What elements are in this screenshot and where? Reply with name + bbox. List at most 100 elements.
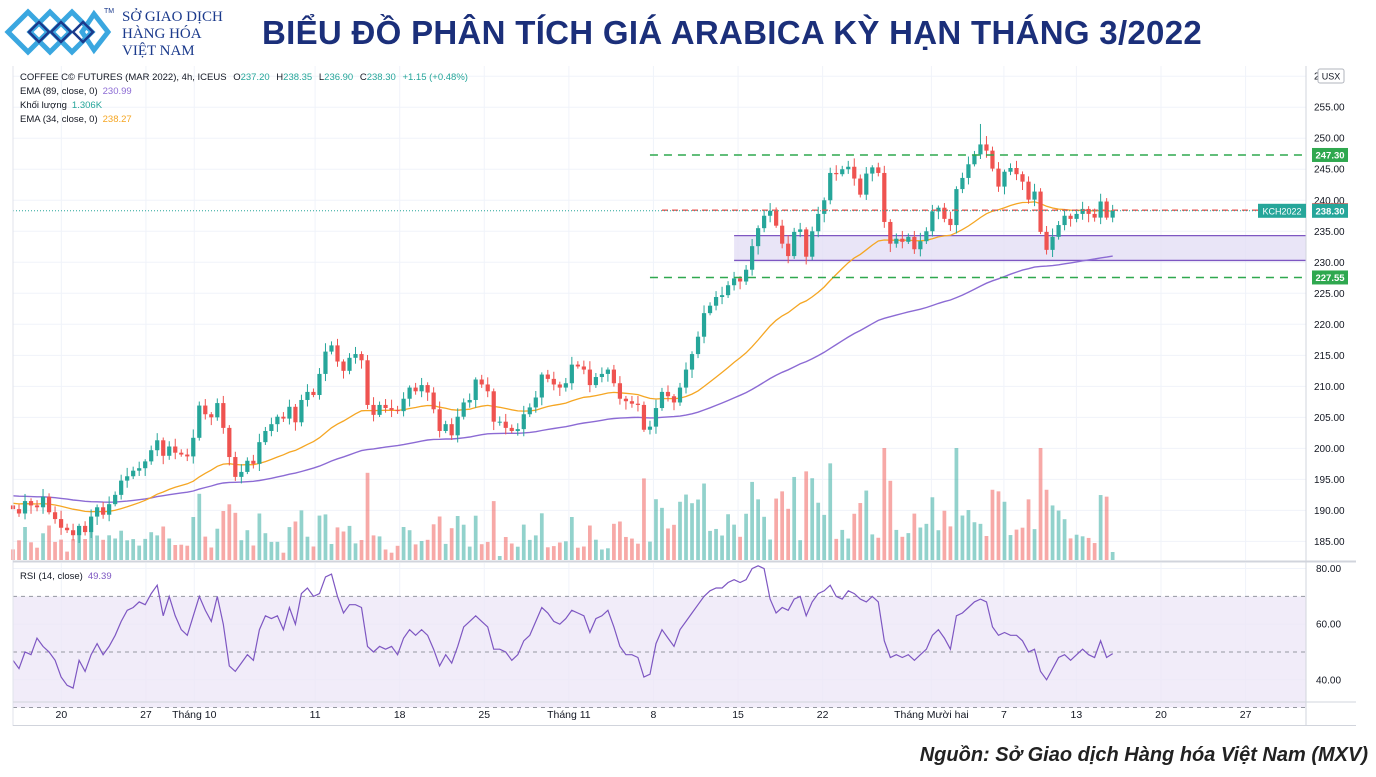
volume-bar bbox=[467, 546, 472, 560]
time-tick-label: 8 bbox=[651, 709, 657, 721]
candle-body bbox=[834, 172, 839, 175]
volume-bar bbox=[503, 537, 508, 560]
volume-bar bbox=[702, 483, 706, 560]
candle-body bbox=[377, 404, 382, 415]
candle-body bbox=[984, 144, 989, 151]
candle-body bbox=[1056, 225, 1061, 237]
logo-text-line-1: SỞ GIAO DỊCH bbox=[122, 9, 223, 25]
price-tick-label: 225.00 bbox=[1314, 289, 1345, 300]
price-tick-label: 245.00 bbox=[1314, 165, 1345, 176]
candle-body bbox=[978, 144, 983, 155]
candle-body bbox=[1026, 181, 1031, 200]
volume-bar bbox=[888, 480, 893, 560]
candle-body bbox=[647, 426, 653, 430]
candle-body bbox=[365, 360, 370, 405]
candle-body bbox=[593, 377, 598, 386]
volume-bar bbox=[882, 448, 887, 560]
legend-rsi-label: RSI (14, close) bbox=[20, 571, 83, 582]
volume-bar bbox=[630, 538, 634, 560]
volume-bar bbox=[107, 535, 112, 560]
legend-symbol: COFFEE C© FUTURES (MAR 2022), 4h, ICEUS bbox=[20, 72, 227, 83]
price-tick-label: 205.00 bbox=[1314, 413, 1345, 424]
price-tick-label: 210.00 bbox=[1314, 382, 1345, 393]
volume-bar bbox=[47, 525, 51, 560]
volume-bar bbox=[774, 498, 779, 560]
volume-bar bbox=[461, 524, 466, 560]
volume-bar bbox=[413, 544, 418, 560]
volume-bar bbox=[563, 541, 568, 560]
page-title: BIỂU ĐỒ PHÂN TÍCH GIÁ ARABICA KỲ HẠN THÁ… bbox=[262, 14, 1203, 51]
legend-close-value: 238.30 bbox=[367, 72, 396, 83]
candle-body bbox=[269, 424, 274, 431]
volume-bar bbox=[996, 491, 1001, 560]
price-tick-label: 200.00 bbox=[1314, 444, 1345, 455]
candle-body bbox=[912, 236, 917, 250]
candle-body bbox=[846, 166, 851, 170]
volume-bars bbox=[11, 448, 1115, 560]
candle-body bbox=[491, 391, 496, 422]
candle-body bbox=[1062, 215, 1067, 226]
logo-text-line-3: VIỆT NAM bbox=[122, 43, 195, 59]
volume-bar bbox=[59, 539, 63, 560]
mxv-logo-icon bbox=[4, 8, 112, 56]
volume-bar bbox=[317, 515, 322, 560]
candle-body bbox=[653, 408, 659, 427]
candle-body bbox=[864, 173, 869, 195]
volume-bar bbox=[173, 545, 178, 560]
candle-body bbox=[311, 391, 316, 396]
volume-bar bbox=[353, 543, 358, 560]
currency-badge bbox=[1317, 68, 1345, 84]
volume-bar bbox=[521, 524, 526, 560]
volume-bar bbox=[636, 543, 640, 560]
volume-bar bbox=[365, 472, 370, 560]
volume-bar bbox=[840, 529, 845, 560]
candle-body bbox=[509, 427, 514, 431]
volume-bar bbox=[311, 546, 316, 560]
candle-body bbox=[581, 366, 586, 370]
time-tick-label: 27 bbox=[1240, 709, 1252, 721]
candle-body bbox=[954, 189, 959, 226]
price-axis-label-bg bbox=[1312, 147, 1348, 162]
volume-bar bbox=[780, 491, 785, 560]
candle-body bbox=[641, 404, 647, 430]
volume-bar bbox=[197, 493, 202, 560]
volume-bar bbox=[684, 494, 688, 560]
volume-bar bbox=[876, 537, 881, 560]
time-tick-label: 25 bbox=[478, 709, 490, 721]
volume-bar bbox=[990, 489, 995, 560]
candle-body bbox=[888, 221, 893, 244]
volume-bar bbox=[545, 547, 550, 560]
volume-bar bbox=[53, 541, 57, 560]
candle-body bbox=[557, 384, 562, 388]
candle-body bbox=[990, 150, 995, 169]
candle-body bbox=[960, 177, 965, 190]
candle-body bbox=[605, 369, 610, 374]
volume-bar bbox=[251, 545, 256, 560]
volume-bar bbox=[822, 514, 827, 560]
volume-bar bbox=[642, 478, 646, 560]
price-tick-label: 190.00 bbox=[1314, 506, 1345, 517]
candle-body bbox=[858, 178, 863, 195]
volume-bar bbox=[137, 545, 142, 560]
candle-body bbox=[83, 525, 88, 533]
volume-bar bbox=[834, 538, 839, 560]
candle-body bbox=[173, 446, 178, 453]
price-axis-label: 227.55 bbox=[1315, 273, 1345, 284]
candle-body bbox=[1080, 208, 1085, 214]
volume-bar bbox=[810, 478, 815, 560]
candle-body bbox=[1086, 208, 1091, 214]
volume-bar bbox=[708, 530, 712, 560]
candle-body bbox=[1098, 201, 1103, 218]
volume-bar bbox=[738, 536, 742, 560]
ema34-line bbox=[12, 201, 1113, 513]
volume-bar bbox=[77, 532, 81, 560]
volume-bar bbox=[323, 514, 328, 560]
candle-body bbox=[852, 166, 857, 179]
candle-body bbox=[299, 399, 304, 423]
volume-bar bbox=[203, 536, 208, 560]
time-tick-label: 15 bbox=[732, 709, 744, 721]
candle-body bbox=[1020, 174, 1025, 182]
source-note: Nguồn: Sở Giao dịch Hàng hóa Việt Nam (M… bbox=[919, 744, 1368, 766]
header: SỞ GIAO DỊCH HÀNG HÓA VIỆT NAM TM BIỂU Đ… bbox=[0, 0, 1376, 66]
legend-low-value: 236.90 bbox=[324, 72, 353, 83]
